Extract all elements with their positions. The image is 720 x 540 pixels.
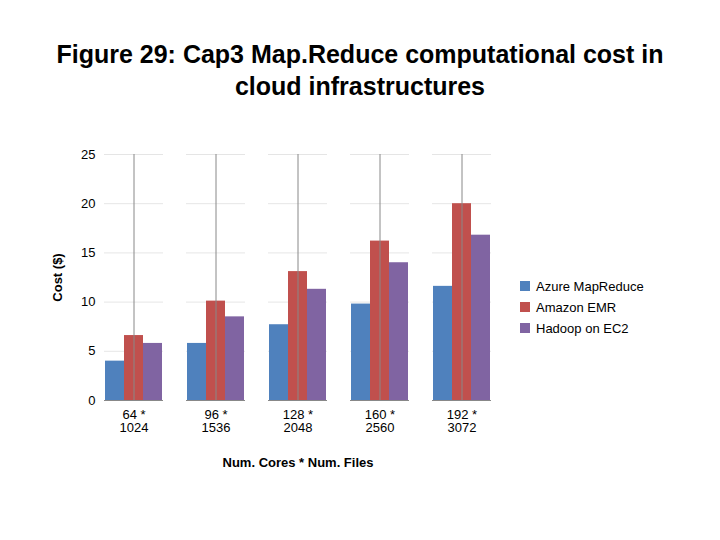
svg-text:64 *1024: 64 *1024 <box>120 407 149 435</box>
svg-text:20: 20 <box>81 196 95 211</box>
html-text:Amazon EMR: Amazon EMR <box>536 299 617 315</box>
svg-text:96 *1536: 96 *1536 <box>202 407 231 435</box>
html-text:Hadoop on EC2: Hadoop on EC2 <box>536 320 629 336</box>
svg-text:Num. Cores * Num. Files: Num. Cores * Num. Files <box>223 455 374 470</box>
svg-text:0: 0 <box>88 393 95 408</box>
svg-text:192 *3072: 192 *3072 <box>447 407 477 435</box>
svg-text:25: 25 <box>81 147 95 162</box>
html-text:Figure 29: Cap3 Map.Reduce com: Figure 29: Cap3 Map.Reduce computational… <box>56 40 664 100</box>
svg-text:160 *2560: 160 *2560 <box>365 407 395 435</box>
svg-text:Cost ($): Cost ($) <box>50 253 65 301</box>
svg-text:5: 5 <box>88 343 95 358</box>
svg-text:10: 10 <box>81 294 95 309</box>
html-text:Azure MapReduce: Azure MapReduce <box>536 278 644 294</box>
svg-text:15: 15 <box>81 245 95 260</box>
svg-text:128 *2048: 128 *2048 <box>283 407 313 435</box>
